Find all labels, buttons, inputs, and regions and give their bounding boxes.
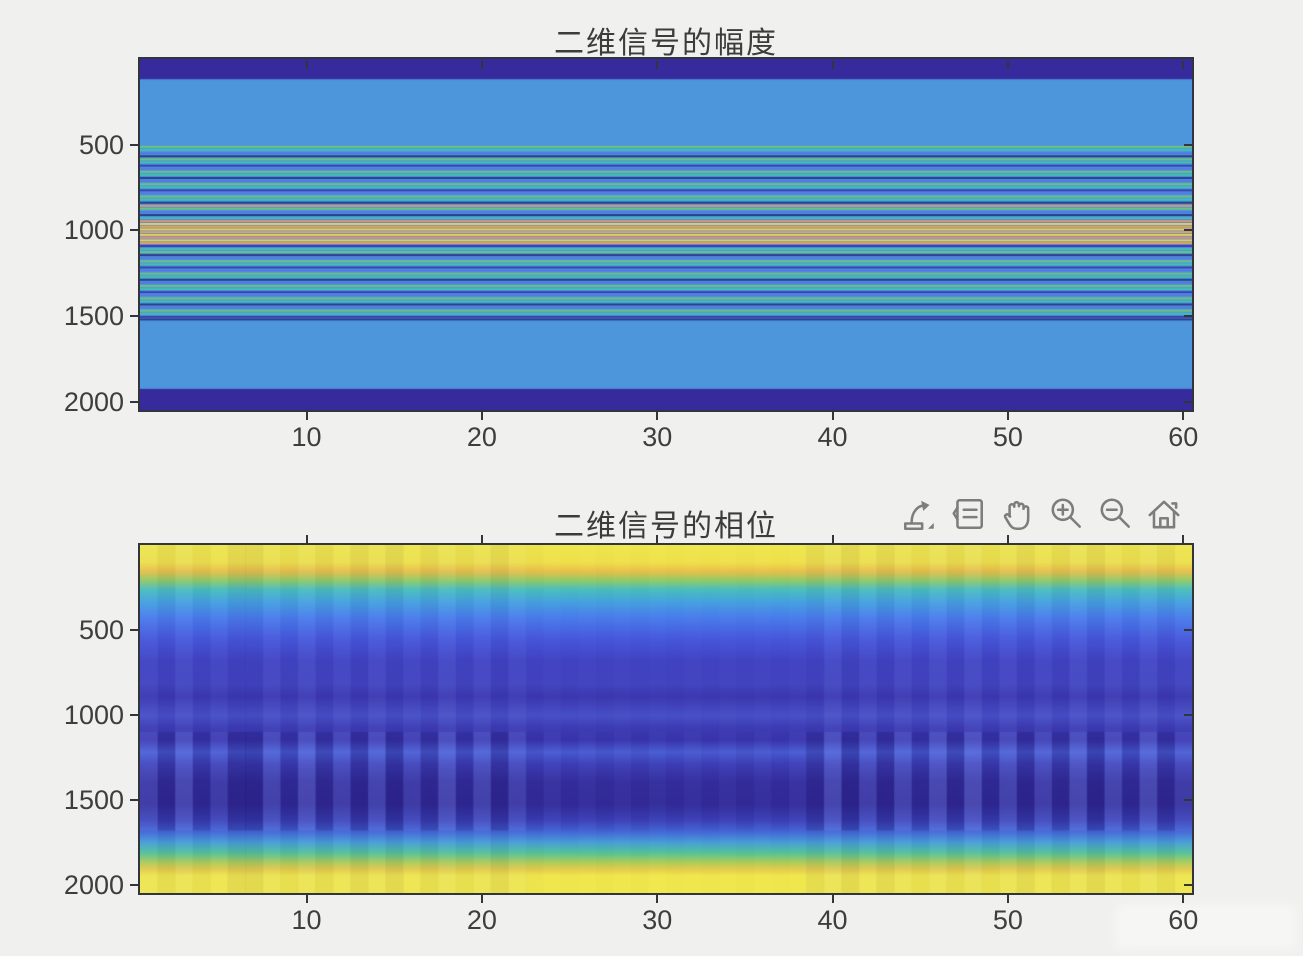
tick-mark [130,883,138,886]
y-tick-label: 1000 [63,215,124,246]
datatips-button[interactable] [947,492,989,538]
tick-mark [130,713,138,716]
tick-mark [656,412,659,420]
tick-mark [656,61,659,69]
axes-toolbar [898,492,1185,538]
y-tick-label: 1500 [63,301,124,332]
tick-mark [1182,61,1185,69]
y-tick-label: 2000 [63,386,124,417]
tick-mark [831,412,834,420]
tick-mark [130,628,138,631]
tick-mark [305,412,308,420]
tick-mark [1184,315,1192,318]
tick-mark [130,143,138,146]
phase-heatmap[interactable] [140,545,1192,893]
x-tick-label: 20 [466,422,497,452]
watermark [1115,904,1297,950]
tick-mark [1184,143,1192,146]
tick-mark [130,315,138,318]
datatips-icon [949,498,987,536]
x-tick-label: 40 [817,422,848,452]
tick-mark [1182,412,1185,420]
tick-mark [1006,61,1009,69]
zoom-in-button[interactable] [1045,492,1087,538]
y-tick-label: 2000 [63,869,124,900]
tick-mark [1184,628,1192,631]
zoom-out-button[interactable] [1094,492,1136,538]
x-tick-label: 60 [1168,905,1199,935]
tick-mark [656,535,659,543]
tick-mark [1184,883,1192,886]
x-tick-label: 10 [291,905,322,935]
tick-mark [1184,400,1192,403]
tick-mark [130,400,138,403]
y-tick-label: 500 [78,129,124,160]
tick-mark [130,229,138,232]
export-button[interactable] [898,492,940,538]
y-tick-label: 1000 [63,699,124,730]
x-tick-label: 50 [992,422,1023,452]
tick-mark [1182,895,1185,903]
tick-mark [130,798,138,801]
x-tick-label: 30 [642,905,673,935]
tick-mark [480,412,483,420]
phase-axes[interactable] [138,543,1194,895]
tick-mark [1006,535,1009,543]
x-tick-label: 50 [992,905,1023,935]
tick-mark [305,895,308,903]
tick-mark [305,61,308,69]
export-icon [900,500,938,536]
x-tick-label: 20 [466,905,497,935]
tick-mark [480,61,483,69]
x-tick-label: 30 [642,422,673,452]
tick-mark [1006,895,1009,903]
y-tick-label: 500 [78,614,124,645]
y-tick-label: 1500 [63,784,124,815]
tick-mark [831,535,834,543]
tick-mark [305,535,308,543]
x-tick-label: 10 [291,422,322,452]
tick-mark [831,895,834,903]
tick-mark [1184,713,1192,716]
pan-icon [998,500,1036,536]
phase-plot-title: 二维信号的相位 [554,510,778,543]
amplitude-heatmap[interactable] [140,59,1192,410]
tick-mark [480,535,483,543]
tick-mark [1182,535,1185,543]
home-icon [1145,500,1183,536]
x-tick-label: 40 [817,905,848,935]
amplitude-axes[interactable] [138,57,1194,412]
zoom-out-icon [1096,497,1134,536]
tick-mark [480,895,483,903]
tick-mark [1184,229,1192,232]
x-tick-label: 60 [1168,422,1199,452]
tick-mark [1184,798,1192,801]
tick-mark [1006,412,1009,420]
tick-mark [656,895,659,903]
amplitude-plot-title: 二维信号的幅度 [554,27,778,60]
tick-mark [831,61,834,69]
pan-button[interactable] [996,492,1038,538]
restore-view-button[interactable] [1143,492,1185,538]
zoom-in-icon [1047,497,1085,536]
